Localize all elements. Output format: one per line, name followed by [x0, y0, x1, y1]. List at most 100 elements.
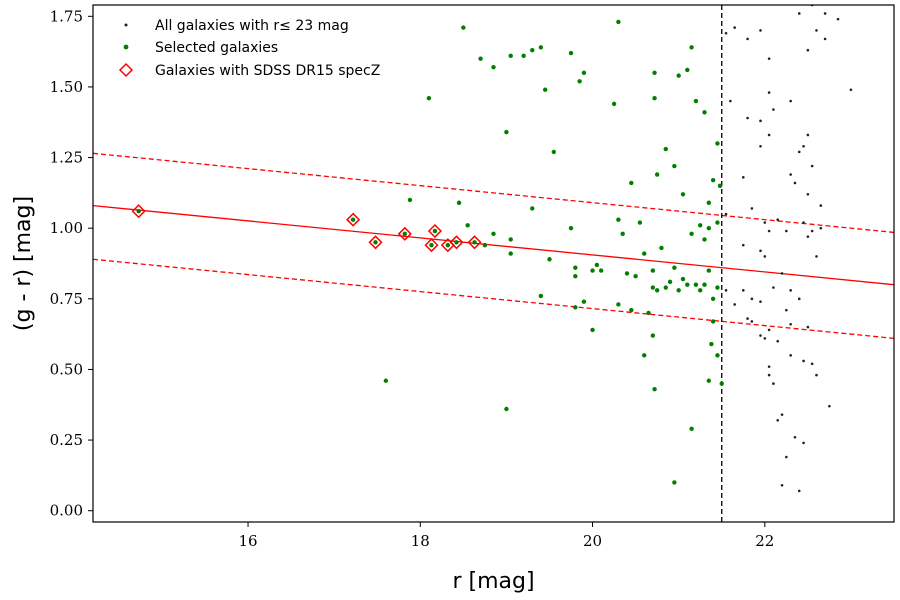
- selected-galaxy-point: [508, 251, 513, 256]
- all-galaxy-point: [810, 362, 814, 366]
- selected-galaxy-point: [689, 231, 694, 237]
- selected-galaxy-point: [710, 177, 716, 183]
- selected-galaxy-point: [620, 231, 625, 237]
- selected-galaxy-point: [715, 141, 720, 146]
- all-galaxy-point: [741, 243, 745, 247]
- selected-galaxy-point: [637, 220, 643, 225]
- all-galaxy-point: [815, 255, 818, 258]
- selected-galaxy-point: [652, 96, 657, 101]
- selected-galaxy-point: [616, 19, 621, 25]
- selected-galaxy-point: [542, 87, 548, 92]
- selected-galaxy-point: [689, 426, 694, 431]
- all-galaxy-point: [802, 359, 805, 363]
- selected-galaxy-point: [568, 225, 574, 231]
- all-galaxy-point: [767, 328, 771, 332]
- all-galaxy-point: [763, 221, 767, 224]
- legend-label: Galaxies with SDSS DR15 specZ: [155, 63, 380, 79]
- all-galaxy-point: [767, 133, 771, 137]
- selected-galaxy-point: [654, 172, 660, 177]
- selected-galaxy-point: [663, 285, 668, 290]
- selected-galaxy-point: [654, 288, 660, 293]
- x-tick-label: 20: [583, 532, 602, 550]
- red-sequence-fit-line: [93, 204, 894, 286]
- selected-galaxy-point: [472, 240, 477, 245]
- all-galaxy-point: [806, 192, 810, 196]
- all-galaxy-point: [750, 320, 754, 323]
- x-tick-label: 22: [755, 532, 774, 550]
- selected-galaxy-point: [642, 251, 647, 256]
- selected-galaxy-point: [652, 70, 657, 76]
- all-galaxy-point: [741, 176, 745, 179]
- y-tick-label: 1.25: [50, 149, 83, 167]
- selected-galaxy-point: [521, 53, 526, 59]
- selected-galaxy-point: [568, 50, 574, 56]
- selected-galaxy-point: [663, 146, 668, 152]
- y-tick-label: 0.75: [50, 290, 83, 308]
- selected-galaxy-point: [709, 341, 714, 347]
- selected-galaxy-point: [136, 209, 141, 214]
- specz-galaxy-marker: [449, 235, 464, 250]
- all-galaxy-point: [789, 289, 792, 292]
- selected-galaxy-point: [698, 288, 703, 293]
- selected-galaxy-point: [504, 406, 509, 412]
- selected-galaxy-point: [667, 279, 673, 285]
- selected-galaxy-point: [594, 262, 600, 268]
- x-axis-title: r [mag]: [452, 569, 534, 594]
- selected-galaxy-point: [616, 302, 621, 307]
- all-galaxy-point: [802, 144, 805, 148]
- specz-galaxy-marker: [467, 235, 482, 250]
- all-galaxy-point: [772, 286, 775, 289]
- selected-galaxy-point: [698, 223, 703, 228]
- selected-galaxy-point: [629, 307, 634, 313]
- selected-galaxy-point: [573, 305, 578, 310]
- y-tick-label: 0.50: [50, 360, 83, 378]
- selected-galaxy-point: [454, 240, 459, 245]
- selected-galaxy-point: [685, 67, 690, 73]
- all-galaxy-point: [789, 354, 792, 357]
- all-galaxy-point: [802, 221, 805, 224]
- x-tick-label: 18: [411, 532, 430, 550]
- all-galaxy-point: [802, 441, 805, 445]
- all-galaxy-point: [797, 150, 801, 154]
- all-galaxy-point: [767, 373, 771, 377]
- selected-galaxy-point: [676, 73, 681, 78]
- all-galaxy-point: [793, 435, 797, 439]
- selected-galaxy-point: [672, 265, 677, 270]
- all-galaxy-point: [806, 48, 810, 52]
- selected-galaxy-point: [491, 64, 496, 70]
- selected-galaxy-point: [646, 310, 651, 316]
- selected-galaxy-point: [577, 79, 582, 84]
- all-galaxy-point: [759, 249, 762, 253]
- x-tick-label: 16: [238, 532, 257, 550]
- y-tick-label: 0.25: [50, 431, 83, 449]
- selected-galaxy-point: [456, 200, 462, 205]
- specz-galaxy-marker: [397, 226, 412, 241]
- selected-galaxy-point: [547, 257, 552, 262]
- selected-galaxy-point: [642, 353, 647, 358]
- all-galaxy-point: [815, 373, 818, 377]
- selected-galaxy-point: [715, 285, 720, 290]
- specz-galaxy-marker: [346, 212, 361, 227]
- selected-galaxy-point: [702, 237, 707, 242]
- selected-galaxy-point: [551, 149, 556, 155]
- selected-galaxy-point: [445, 242, 451, 248]
- selected-galaxy-point: [573, 274, 578, 279]
- all-galaxy-point: [810, 229, 814, 233]
- selected-galaxy-point: [508, 53, 513, 59]
- selected-galaxy-point: [680, 192, 686, 197]
- selected-galaxy-point: [672, 163, 677, 169]
- all-galaxy-point: [759, 300, 762, 303]
- all-galaxy-point: [819, 226, 823, 230]
- selected-galaxy-point: [590, 327, 595, 333]
- selected-galaxy-point: [715, 353, 720, 358]
- all-galaxy-point: [724, 31, 728, 35]
- selected-galaxy-point: [650, 285, 656, 290]
- selected-galaxy-point: [650, 268, 656, 273]
- all-galaxy-point: [823, 12, 827, 15]
- axes: 16 18 20 22 0.00 0.25 0.50 0.75 1.00 1.25 1.50 1.75…: [11, 4, 895, 594]
- selected-galaxy-point: [478, 56, 483, 61]
- all-galaxy-point: [767, 57, 771, 60]
- selected-galaxy-point: [407, 197, 413, 203]
- legend-marker-all: [124, 23, 128, 27]
- all-galaxy-point: [724, 289, 728, 292]
